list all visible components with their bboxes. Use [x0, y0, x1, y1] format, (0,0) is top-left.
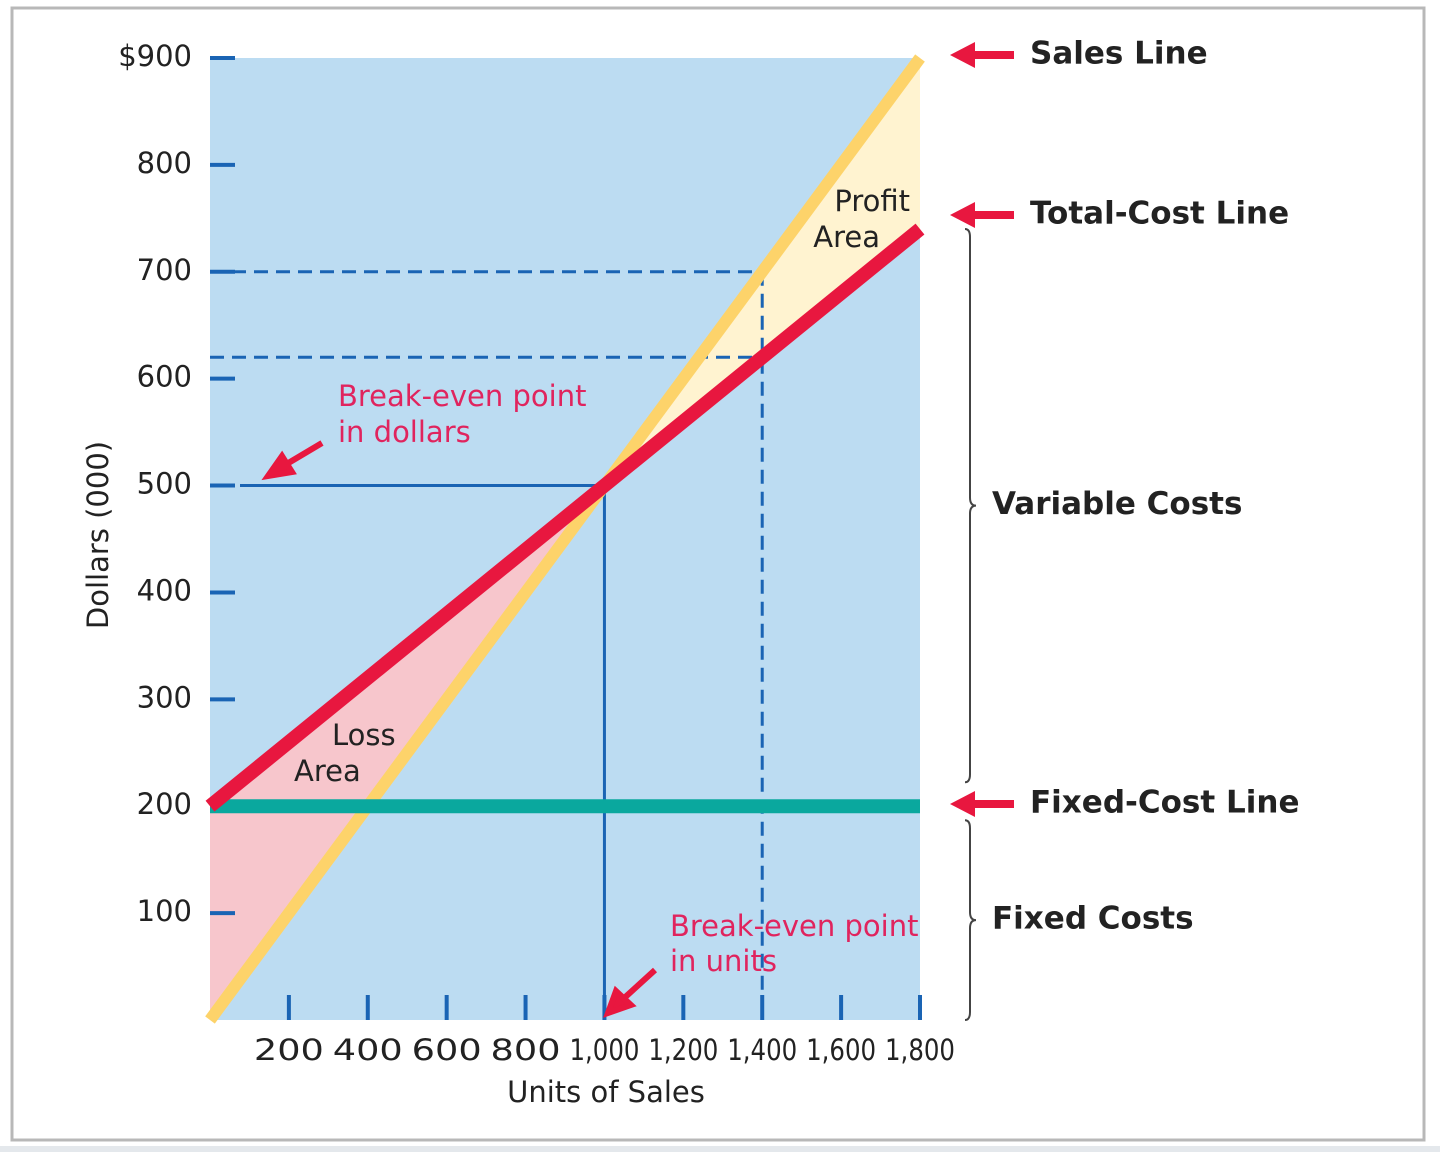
annotation: in units: [670, 944, 777, 978]
x-tick-label: 800: [491, 1033, 561, 1067]
arrow-head: [603, 985, 637, 1018]
bracket-label: Fixed Costs: [992, 901, 1194, 937]
bracket: [964, 819, 977, 1021]
legend-label: Total-Cost Line: [1030, 196, 1289, 232]
bracket: [964, 228, 977, 784]
y-tick-label: $900: [118, 39, 192, 73]
annotation: in dollars: [338, 415, 471, 449]
y-axis-title: Dollars (000): [81, 441, 115, 629]
bottom-band: [0, 1146, 1440, 1152]
x-tick-label: 1,600: [806, 1033, 876, 1067]
annotation: Area: [294, 754, 361, 788]
y-tick-label: 400: [137, 573, 192, 607]
legend-arrow-head: [950, 202, 975, 228]
y-tick-label: 300: [137, 680, 192, 714]
x-tick-label: 200: [254, 1033, 324, 1067]
bracket-label: Variable Costs: [992, 486, 1242, 522]
series-line: [205, 54, 925, 1024]
legend-label: Sales Line: [1030, 36, 1208, 72]
x-tick-label: 1,400: [727, 1033, 797, 1067]
y-tick-label: 500: [137, 467, 192, 501]
legend-arrow-head: [950, 42, 975, 68]
y-tick-label: 100: [137, 894, 192, 928]
arrow: [619, 967, 658, 1003]
annotation: Break-even point: [338, 379, 586, 413]
x-tick-label: 400: [333, 1033, 403, 1067]
annotation: Profit: [834, 184, 910, 218]
x-tick-label: 1,800: [885, 1033, 955, 1067]
legend-label: Fixed-Cost Line: [1030, 785, 1299, 821]
plot: [205, 54, 925, 1024]
arrow-head: [261, 450, 297, 481]
series-line: [205, 223, 925, 812]
x-axis-title: Units of Sales: [507, 1075, 705, 1109]
x-tick-label: 1,200: [648, 1033, 718, 1067]
y-tick-label: 800: [137, 146, 192, 180]
y-tick-label: 200: [137, 787, 192, 821]
annotation: Break-even point: [670, 909, 918, 943]
x-tick-label: 1,000: [569, 1033, 639, 1067]
annotation: Area: [813, 220, 880, 254]
y-tick-label: 700: [137, 253, 192, 287]
x-tick-label: 600: [412, 1033, 482, 1067]
legend-arrow-head: [950, 791, 975, 817]
y-tick-label: 600: [137, 360, 192, 394]
annotation: Loss: [332, 718, 396, 752]
arrow: [283, 440, 324, 468]
annotation-arrows: [261, 440, 658, 1018]
